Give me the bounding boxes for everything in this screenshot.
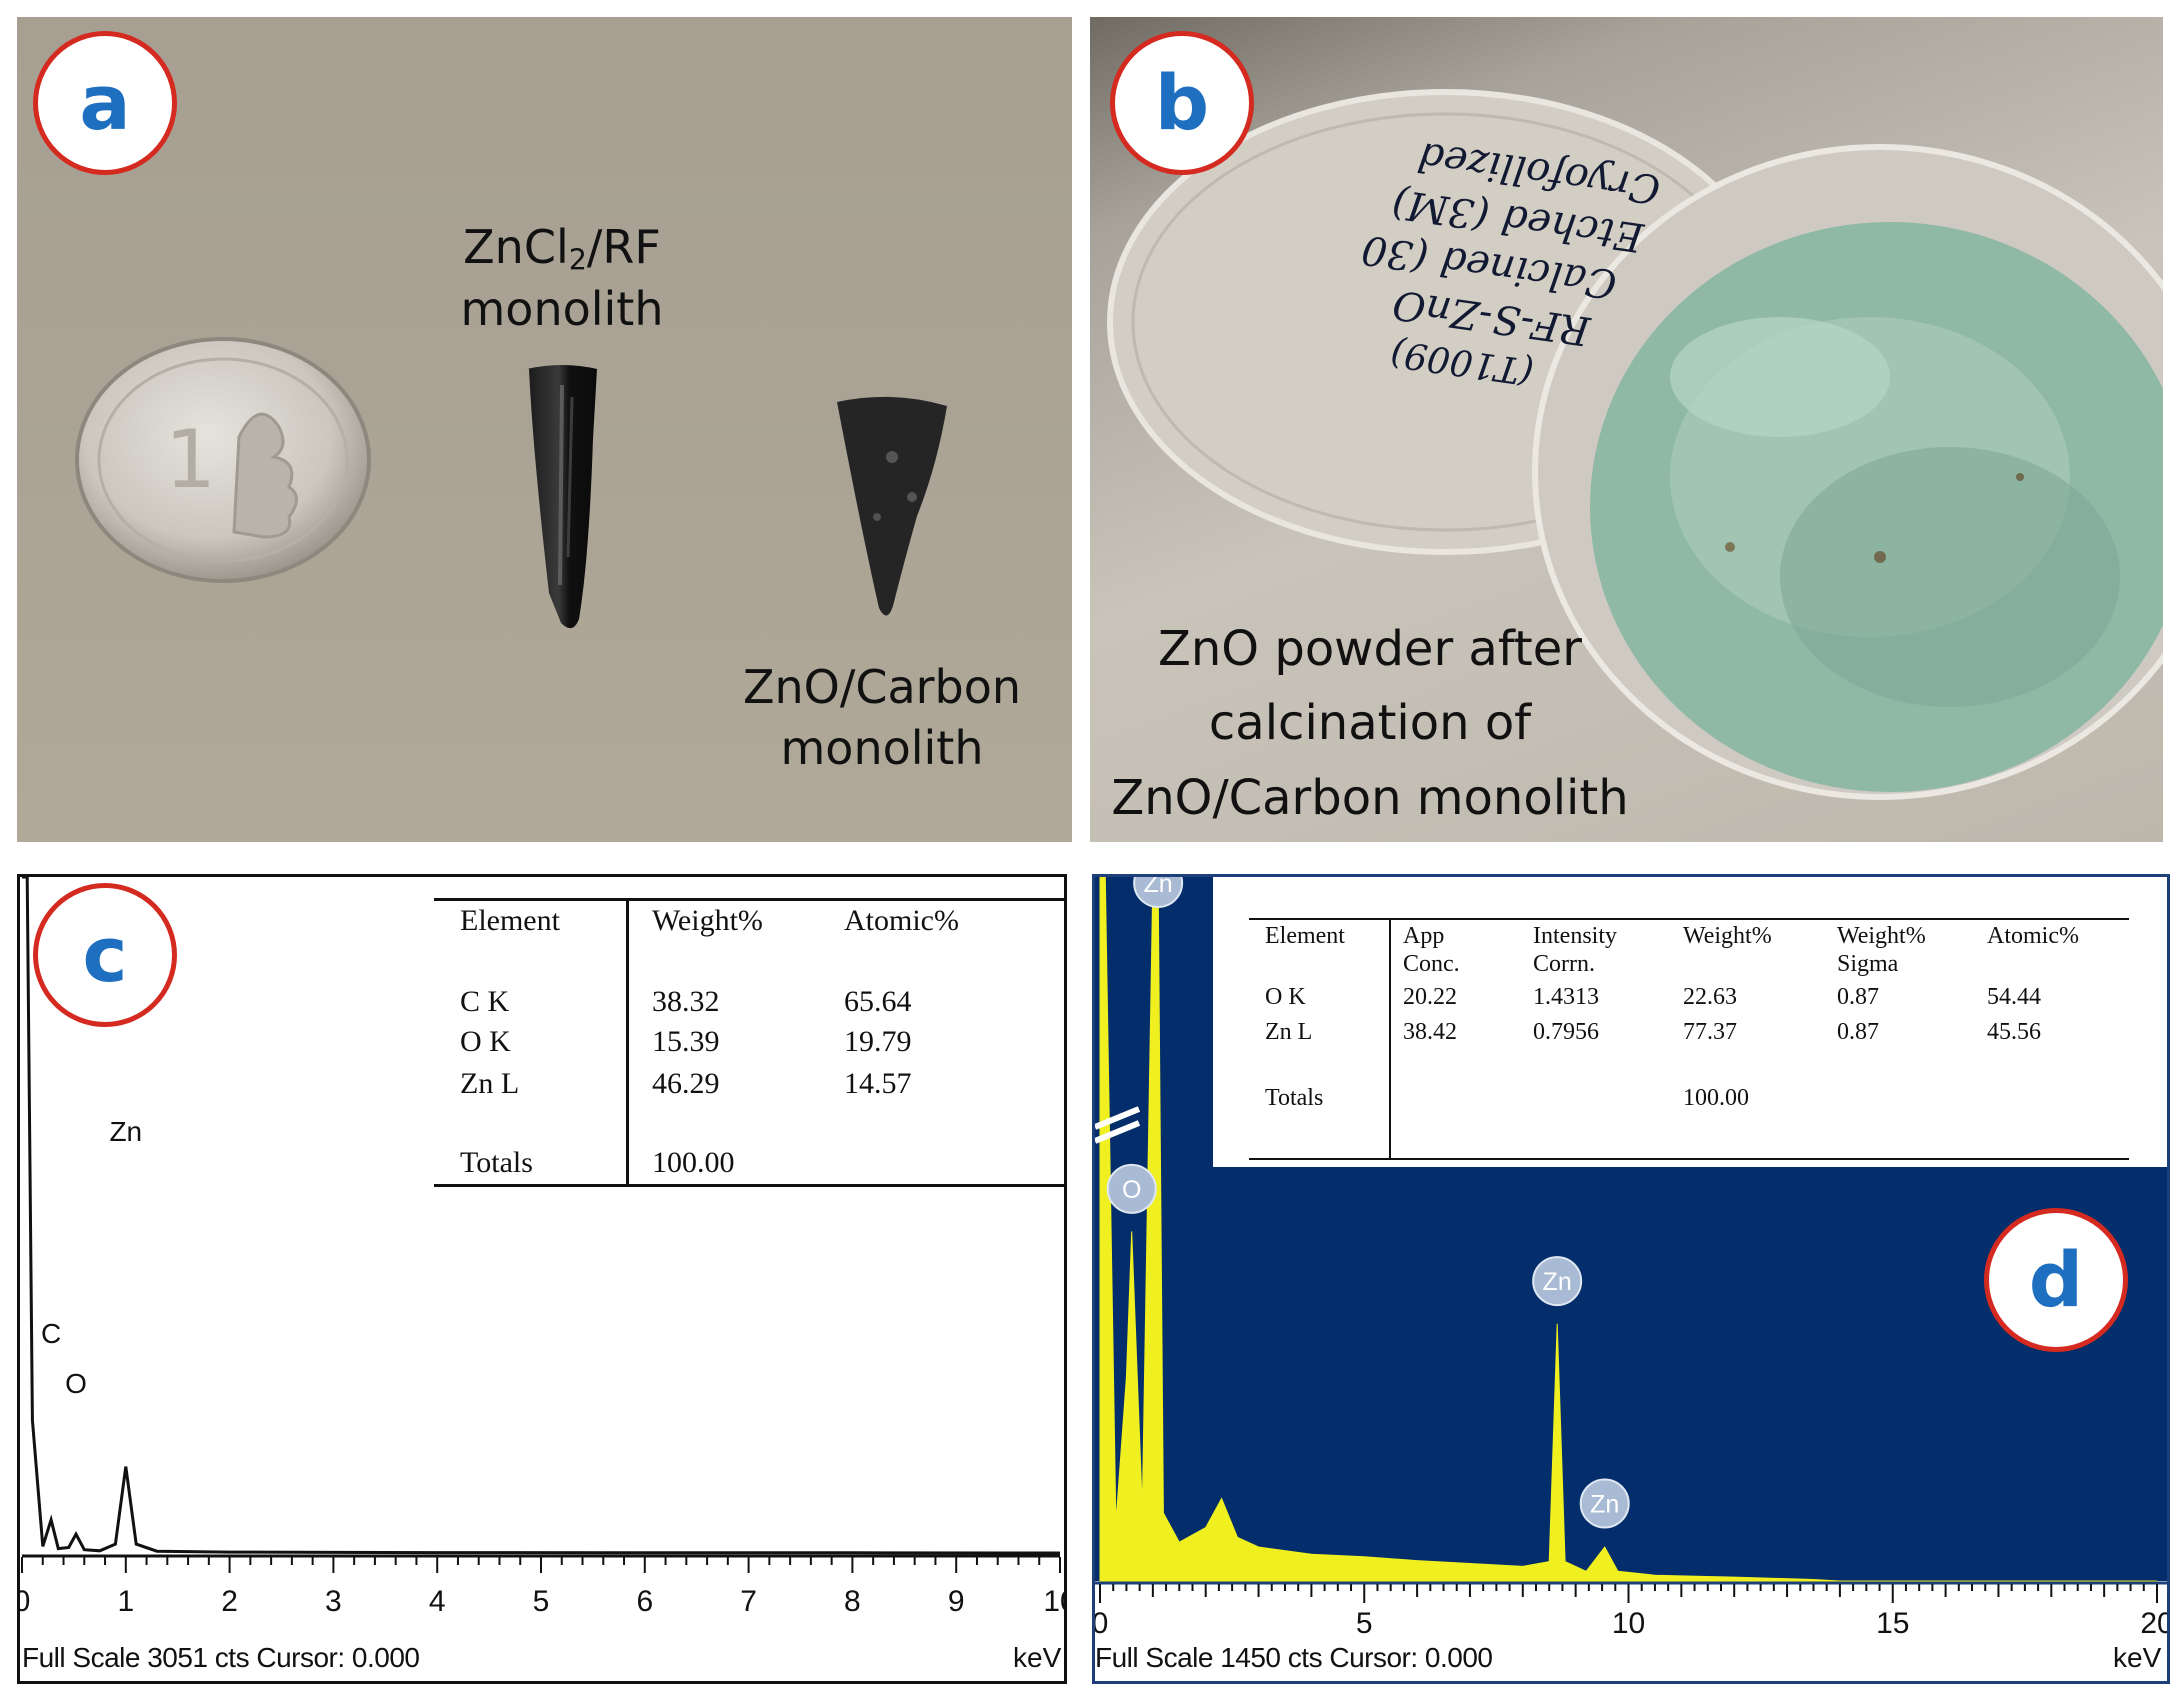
panel-c-label: c [33, 883, 177, 1027]
panel-d-peak-label: Zn [1543, 1268, 1572, 1296]
panel-d-row-znl-app: 38.42 [1403, 1019, 1457, 1045]
panel-d-axis-break-mark [1095, 1120, 1141, 1144]
panel-c-peak-label: C [41, 1318, 61, 1349]
panel-d-peak-badge [1106, 1163, 1157, 1214]
panel-c-col-element: Element [460, 904, 560, 937]
panel-c-row-ok-element: O K [460, 1025, 511, 1058]
panel-c-spectrum-line [22, 877, 1061, 1555]
panel-a-photo-art: 1 [75, 337, 947, 629]
panel-c-row-znl-weight: 46.29 [652, 1067, 720, 1100]
panel-c-tick-label: 10 [1043, 1585, 1064, 1618]
panel-d-col-intensity-1: Intensity [1533, 923, 1617, 949]
panel-c-peak-label: O [65, 1368, 87, 1399]
panel-c-tick-label: 4 [429, 1585, 446, 1618]
panel-d-col-app-conc-1: App [1403, 923, 1445, 949]
panel-d-row-ok-sigma: 0.87 [1837, 984, 1879, 1010]
panel-d-peak-badge [1579, 1478, 1630, 1529]
panel-d-col-intensity-2: Corrn. [1533, 951, 1595, 977]
panel-b-photo: (T1009) RF-S-ZnO Calcined (30 Etched (3M… [1090, 17, 2163, 842]
panel-c-row-znl-atomic: 14.57 [844, 1067, 912, 1100]
panel-d-tick-label: 0 [1095, 1607, 1108, 1640]
panel-c-tick-label: 1 [117, 1585, 134, 1618]
panel-d-col-sigma-2: Sigma [1837, 951, 1899, 977]
panel-c-tick-label: 2 [221, 1585, 238, 1618]
panel-c-row-ok-atomic: 19.79 [844, 1025, 912, 1058]
panel-c-spectrum: 0 1 2 3 4 5 6 7 8 9 10 CO Zn Element Weight% Atomic%… [17, 874, 1067, 1684]
panel-c-row-ck-element: C K [460, 985, 510, 1018]
panel-d-row-znl-sigma: 0.87 [1837, 1019, 1879, 1045]
panel-c-row-ck-weight: 38.32 [652, 985, 720, 1018]
panel-d-tick-label: 15 [1876, 1607, 1909, 1640]
panel-d-row-znl-atomic: 45.56 [1987, 1019, 2041, 1045]
panel-c-table-vrule [626, 898, 629, 1186]
panel-d-tick-label: 20 [2140, 1607, 2167, 1640]
panel-d-unit: keV [2113, 1642, 2162, 1673]
panel-d-row-ok-element: O K [1265, 984, 1306, 1010]
caption-zno-powder: ZnO powder after calcination of ZnO/Carb… [1111, 621, 1629, 826]
coin-icon: 1 [75, 337, 371, 583]
panel-d-spectrum-area [1099, 877, 2157, 1582]
panel-c-totals-value: 100.00 [652, 1146, 735, 1179]
panel-d-row-znl-element: Zn L [1265, 1019, 1313, 1045]
caption-zno-carbon-monolith: ZnO/Carbon monolith [742, 660, 1022, 775]
panel-b-label: b [1110, 31, 1254, 175]
coin-denomination: 1 [165, 413, 216, 506]
panel-c-row-ck-atomic: 65.64 [844, 985, 912, 1018]
panel-d-totals-label: Totals [1265, 1085, 1324, 1111]
caption-zncl2-rf-monolith: ZnCl2/RF monolith [460, 220, 664, 336]
panel-c-totals-label: Totals [460, 1146, 533, 1179]
panel-c-tick-label: 8 [844, 1585, 861, 1618]
panel-d-col-atomic: Atomic% [1987, 923, 2079, 949]
panel-d-table-bottom-rule [1249, 1158, 2129, 1160]
panel-d-row-ok-weight: 22.63 [1683, 984, 1737, 1010]
panel-c-tick-label: 3 [325, 1585, 342, 1618]
zncl2-rf-monolith-icon [527, 365, 597, 629]
panel-d-peak-badge [1532, 1256, 1583, 1307]
panel-c-tick-label: 0 [20, 1585, 30, 1618]
panel-d-footer: Full Scale 1450 cts Cursor: 0.000 [1095, 1642, 1493, 1673]
panel-d-col-weight: Weight% [1683, 923, 1772, 949]
panel-c-col-atomic: Atomic% [844, 904, 959, 937]
zno-carbon-monolith-icon [837, 396, 947, 616]
panel-d-col-sigma-1: Weight% [1837, 923, 1926, 949]
panel-d-row-ok-int: 1.4313 [1533, 984, 1599, 1010]
panel-d-peak-badge [1133, 877, 1184, 908]
panel-b-photo-art: (T1009) RF-S-ZnO Calcined (30 Etched (3M… [1107, 89, 2163, 800]
petri-dish-powder-icon [1532, 144, 2163, 800]
panel-d-row-znl-int: 0.7956 [1533, 1019, 1599, 1045]
panel-d-table-vrule [1389, 918, 1391, 1159]
panel-d-label: d [1984, 1208, 2128, 1352]
panel-d-axis-break-mark [1095, 1106, 1141, 1130]
panel-c-row-ok-weight: 15.39 [652, 1025, 720, 1058]
panel-d-peak-label: Zn [1590, 1490, 1619, 1518]
panel-d-tick-label: 10 [1612, 1607, 1645, 1640]
panel-d-row-znl-weight: 77.37 [1683, 1019, 1737, 1045]
panel-c-table-bottom-rule [434, 1184, 1064, 1187]
panel-d-row-ok-app: 20.22 [1403, 984, 1457, 1010]
panel-c-table: Element Weight% Atomic% C K 38.32 65.64 … [434, 898, 1064, 1188]
panel-a-label: a [33, 31, 177, 175]
panel-c-footer: Full Scale 3051 cts Cursor: 0.000 [22, 1642, 420, 1673]
panel-a-photo: 1 ZnCl2/RF monolith ZnO/Carbon monolith [17, 17, 1072, 842]
panel-c-table-top-rule [434, 898, 1064, 901]
panel-d-tick-label: 5 [1356, 1607, 1373, 1640]
panel-d-col-app-conc-2: Conc. [1403, 951, 1460, 977]
panel-d-table: Element App Conc. Intensity Corrn. Weigh… [1213, 877, 2167, 1167]
panel-c-col-weight: Weight% [652, 904, 763, 937]
panel-c-tick-label: 5 [533, 1585, 550, 1618]
panel-c-chart: 0 1 2 3 4 5 6 7 8 9 10 CO Zn [20, 877, 1064, 1618]
panel-c-row-znl-element: Zn L [460, 1067, 520, 1100]
panel-c-tick-label: 6 [636, 1585, 653, 1618]
panel-d-row-ok-atomic: 54.44 [1987, 984, 2041, 1010]
panel-d-totals-value: 100.00 [1683, 1085, 1749, 1111]
panel-c-tick-label: 9 [948, 1585, 965, 1618]
panel-d-col-element: Element [1265, 923, 1345, 949]
panel-c-peak-label: Zn [109, 1116, 142, 1147]
panel-d-peak-label: Zn [1144, 877, 1173, 898]
panel-c-unit: keV [1013, 1642, 1062, 1673]
panel-d-peak-label: O [1122, 1176, 1141, 1204]
panel-d-table-top-rule [1249, 918, 2129, 920]
panel-c-tick-label: 7 [740, 1585, 757, 1618]
